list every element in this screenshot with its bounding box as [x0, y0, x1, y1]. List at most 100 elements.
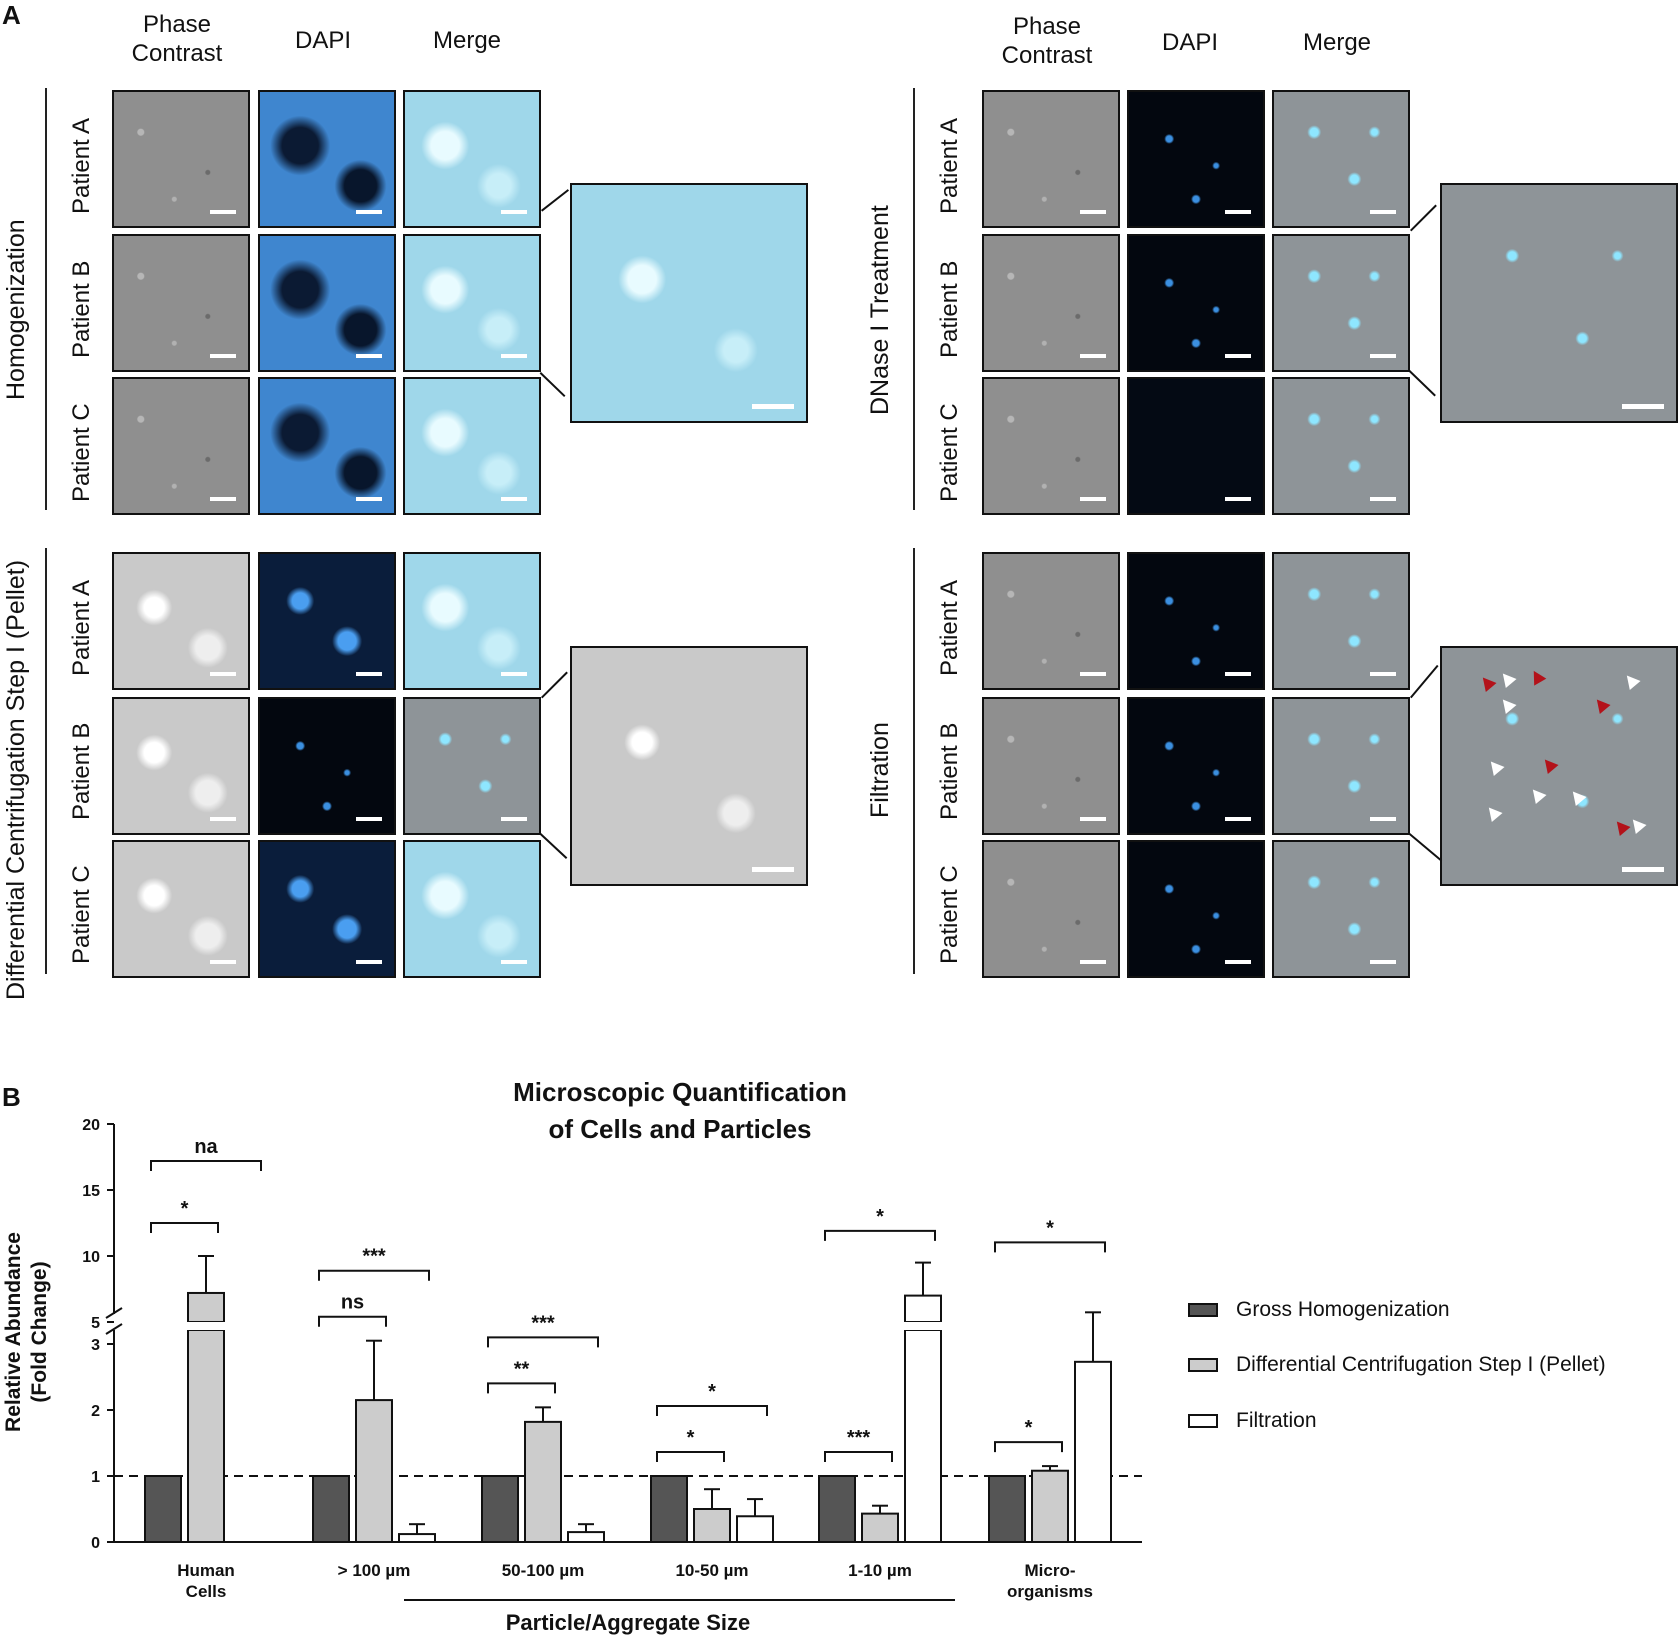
bar — [818, 1475, 856, 1543]
group-bracket — [913, 548, 915, 974]
row-label-patient-b: Patient B — [936, 260, 963, 358]
bar — [650, 1475, 688, 1543]
zoom-connector — [1410, 204, 1437, 232]
micrograph-phase — [112, 552, 250, 690]
micrograph-merge — [1272, 234, 1410, 372]
white-arrowhead-icon — [1527, 785, 1547, 804]
row-label-patient-a: Patient A — [68, 579, 95, 676]
significance-label: *** — [362, 1246, 386, 1268]
micrograph-dapi — [1127, 697, 1265, 835]
micrograph-phase — [982, 552, 1120, 690]
x-tick-label: organisms — [1007, 1582, 1093, 1601]
bar — [187, 1329, 225, 1543]
micrograph-merge — [1272, 840, 1410, 978]
row-label-patient-a: Patient A — [68, 117, 95, 214]
white-arrowhead-icon — [1497, 669, 1517, 688]
bar — [904, 1294, 942, 1324]
red-arrowhead-icon — [1539, 755, 1559, 774]
micrograph-phase — [982, 840, 1120, 978]
micrograph-phase — [112, 234, 250, 372]
chart-title: Microscopic Quantification of Cells and … — [513, 1077, 847, 1144]
bar-chart: 0 1 2 3 5 10 15 20 Relative Abundance (Fold Chang… — [2, 1117, 1142, 1635]
significance-label: * — [708, 1381, 716, 1403]
bar — [398, 1533, 436, 1543]
legend-label: Filtration — [1236, 1409, 1317, 1432]
col-dapi-left: DAPI — [294, 27, 351, 54]
significance-bracket — [656, 1451, 725, 1462]
x-axis-label: Particle/Aggregate Size — [506, 1610, 751, 1635]
bar — [904, 1329, 942, 1543]
col-phase-right: Phase Contrast — [1001, 13, 1093, 69]
legend-swatch — [1188, 1358, 1218, 1372]
bar — [1031, 1469, 1069, 1543]
x-tick-label: 10-50 µm — [675, 1561, 748, 1580]
red-arrowhead-icon — [1611, 817, 1631, 836]
legend-item-filtration: Filtration — [1188, 1409, 1317, 1433]
bar — [567, 1531, 605, 1544]
zoom-connector — [541, 189, 570, 212]
y-axis-label: (Fold Change) — [28, 1261, 51, 1402]
micrograph-dapi — [258, 697, 396, 835]
significance-label: * — [1025, 1417, 1033, 1439]
group-bracket — [913, 88, 915, 510]
micrograph-phase — [982, 234, 1120, 372]
col-merge-right: Merge — [1302, 29, 1372, 56]
bar — [312, 1475, 350, 1543]
bar — [693, 1508, 731, 1543]
y-tick-label: 2 — [91, 1403, 100, 1420]
x-tick-label: Micro- — [1025, 1561, 1076, 1580]
bar — [988, 1475, 1026, 1543]
legend-swatch — [1188, 1303, 1218, 1317]
y-tick-label: 0 — [91, 1535, 100, 1552]
y-tick-label: 15 — [82, 1183, 100, 1200]
micrograph-dapi — [258, 377, 396, 515]
micrograph-phase — [982, 377, 1120, 515]
row-label-patient-b: Patient B — [68, 722, 95, 820]
legend-label: Gross Homogenization — [1236, 1298, 1450, 1321]
micrograph-merge — [1272, 377, 1410, 515]
micrograph-zoom — [1440, 646, 1678, 886]
group-homogenization: Homogenization — [2, 219, 30, 400]
micrograph-merge — [403, 697, 541, 835]
y-tick-label: 20 — [82, 1117, 100, 1134]
micrograph-dapi — [1127, 90, 1265, 228]
significance-bracket — [824, 1451, 893, 1462]
col-dapi-right: DAPI — [1161, 29, 1218, 56]
y-axis-label: Relative Abundance — [2, 1232, 25, 1432]
red-arrowhead-icon — [1527, 667, 1547, 686]
white-arrowhead-icon — [1497, 695, 1517, 714]
row-label-patient-b: Patient B — [936, 722, 963, 820]
bar — [524, 1420, 562, 1544]
y-tick-label: 3 — [91, 1337, 100, 1354]
zoom-connector — [1408, 370, 1436, 397]
white-arrowhead-icon — [1483, 803, 1503, 822]
significance-bracket — [824, 1229, 936, 1241]
micrograph-dapi — [258, 840, 396, 978]
bar — [187, 1291, 225, 1324]
col-phase-left: Phase Contrast — [131, 11, 223, 67]
bar — [144, 1475, 182, 1543]
micrograph-phase — [112, 90, 250, 228]
significance-label: *** — [847, 1427, 871, 1449]
row-label-patient-b: Patient B — [68, 260, 95, 358]
group-centrifugation: Differential Centrifugation Step I (Pell… — [2, 559, 30, 1000]
bar — [355, 1399, 393, 1543]
group-bracket — [45, 548, 47, 974]
axis-break-mark — [105, 1307, 123, 1319]
bar — [736, 1515, 774, 1544]
group-dnase: DNase I Treatment — [866, 205, 894, 415]
panel-a-letter: A — [2, 0, 21, 30]
micrograph-merge — [403, 377, 541, 515]
zoom-connector — [539, 372, 566, 398]
micrograph-dapi — [1127, 840, 1265, 978]
y-tick-label: 5 — [91, 1315, 100, 1332]
panel-b-letter: B — [2, 1082, 21, 1112]
zoom-connector — [539, 833, 568, 860]
x-tick-label: 1-10 µm — [848, 1561, 912, 1580]
significance-bracket — [994, 1241, 1106, 1253]
group-bracket — [45, 88, 47, 510]
x-tick-label: Cells — [186, 1582, 227, 1601]
white-arrowhead-icon — [1627, 815, 1647, 834]
legend-label: Differential Centrifugation Step I (Pell… — [1236, 1353, 1606, 1376]
row-label-patient-c: Patient C — [936, 865, 963, 964]
